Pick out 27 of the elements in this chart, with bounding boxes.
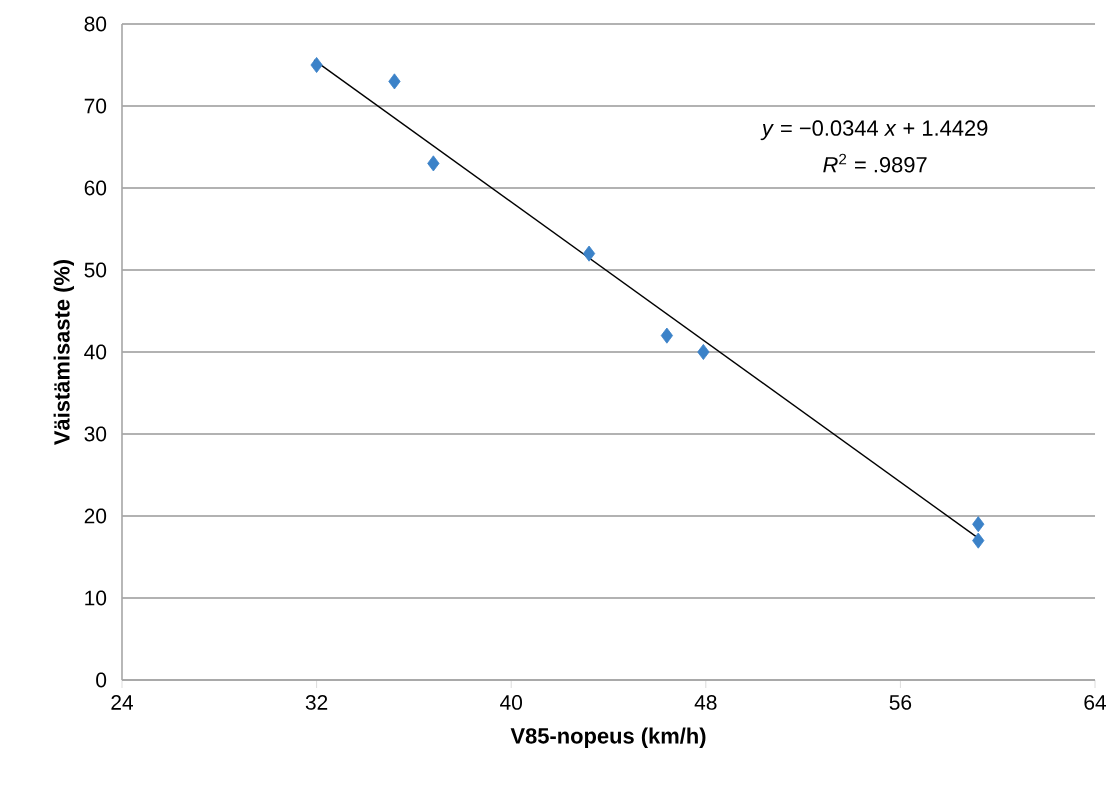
y-tick-label: 30 bbox=[84, 426, 107, 442]
y-tick-label: 20 bbox=[84, 508, 107, 524]
point bbox=[697, 344, 710, 360]
x-tick-label: 24 bbox=[111, 695, 133, 710]
annotation: y = −0.0344 x + 1.4429 bbox=[760, 120, 988, 141]
y-axis-title: Väistämisaste (%) bbox=[53, 259, 74, 446]
y-tick-label: 60 bbox=[84, 180, 107, 196]
y-tick-label: 40 bbox=[84, 344, 107, 360]
point bbox=[388, 73, 401, 90]
x-tick-label: 32 bbox=[305, 695, 328, 710]
point bbox=[660, 327, 673, 344]
point bbox=[972, 532, 985, 549]
x-axis-title: V85-nopeus (km/h) bbox=[510, 727, 706, 748]
x-tick-label: 56 bbox=[889, 695, 912, 710]
point bbox=[427, 155, 440, 172]
y-tick-label: 70 bbox=[84, 98, 107, 114]
x-tick-label: 48 bbox=[694, 695, 717, 710]
point bbox=[582, 245, 596, 262]
y-tick-label: 80 bbox=[84, 16, 107, 32]
y-tick-label: 0 bbox=[96, 672, 107, 688]
point bbox=[310, 57, 323, 73]
x-tick-label: 40 bbox=[500, 695, 523, 710]
y-tick-label: 10 bbox=[85, 590, 107, 606]
point bbox=[972, 516, 985, 533]
y-tick-label: 50 bbox=[84, 262, 107, 278]
x-tick-label: 64 bbox=[1084, 695, 1107, 710]
annotation: R$^{2}$ = .9897 bbox=[823, 153, 927, 173]
